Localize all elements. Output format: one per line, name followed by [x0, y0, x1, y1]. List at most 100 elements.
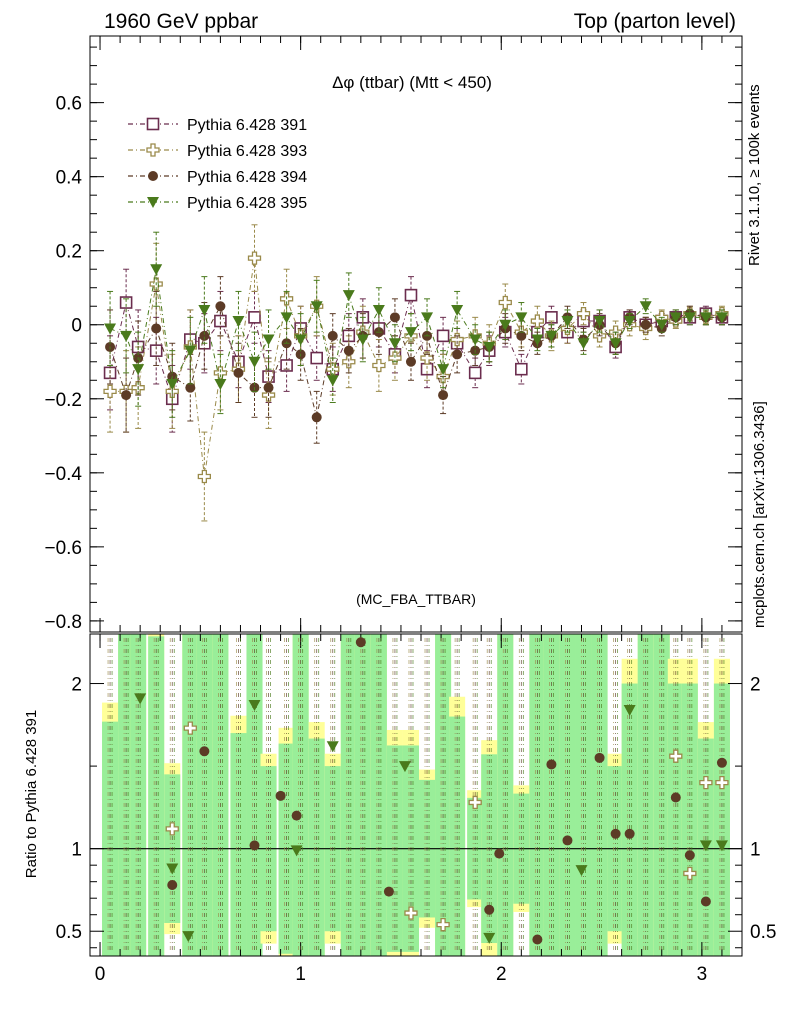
data-point	[120, 330, 133, 342]
data-point	[388, 338, 401, 350]
data-point	[516, 330, 527, 341]
data-point	[388, 351, 402, 365]
ratio-point	[134, 693, 147, 705]
data-point	[342, 355, 356, 369]
data-point	[311, 412, 322, 423]
y-tick-label: 0.2	[56, 242, 82, 263]
ratio-plot-frame	[89, 633, 743, 957]
data-point	[185, 382, 196, 393]
ratio-point	[684, 850, 695, 861]
data-point	[151, 323, 162, 334]
ratio-point	[404, 906, 418, 920]
ratio-point	[683, 866, 697, 881]
data-point	[404, 288, 418, 302]
data-point	[421, 312, 434, 324]
data-point	[119, 296, 133, 309]
ratio-band-inner	[230, 733, 247, 956]
ratio-point	[326, 741, 339, 753]
data-point	[232, 316, 245, 328]
y-tick-label: −0.8	[44, 612, 82, 633]
ratio-y-tick-label: 1	[71, 840, 82, 861]
data-point	[248, 356, 261, 368]
data-point	[469, 334, 482, 346]
legend-label: Pythia 6.428 394	[187, 169, 307, 186]
data-point	[197, 469, 212, 484]
ratio-point	[249, 840, 260, 851]
legend-label: Pythia 6.428 395	[187, 195, 307, 212]
ratio-point	[623, 704, 636, 716]
ratio-y-tick-label-right: 0.5	[750, 922, 776, 943]
y-tick-label: 0	[71, 316, 82, 337]
y-tick-label: −0.6	[44, 538, 82, 559]
ratio-point	[716, 757, 727, 768]
series-line	[109, 269, 722, 386]
data-point	[530, 314, 545, 328]
ratio-point	[484, 904, 495, 915]
ratio-band-inner	[681, 683, 698, 956]
data-point	[150, 264, 163, 276]
ratio-point	[532, 934, 543, 945]
series-395	[104, 231, 728, 418]
x-tick-label: 2	[496, 964, 507, 985]
y-tick-label: 0.4	[56, 168, 83, 189]
ratio-point	[199, 746, 210, 757]
main-panel-frame: 0.6 0.4 0.2 0 −0.2 −0.4 −0.6 −0.8	[44, 35, 743, 633]
data-point	[121, 390, 132, 401]
main-plot-frame	[89, 35, 743, 633]
data-point	[498, 295, 512, 310]
ratio-y-tick-label: 2	[71, 675, 82, 696]
data-point	[623, 316, 636, 328]
data-point	[452, 349, 463, 360]
ratio-point	[182, 931, 195, 943]
ratio-point	[183, 721, 197, 735]
x-tick-label: 0	[95, 964, 106, 985]
data-point	[639, 301, 652, 313]
x-tick-label: 1	[295, 964, 306, 985]
ratio-point	[355, 637, 366, 648]
ratio-point	[165, 822, 179, 836]
ratio-point	[594, 752, 605, 763]
data-point	[515, 362, 528, 376]
data-point	[356, 334, 369, 346]
data-point	[343, 345, 354, 356]
data-point	[310, 301, 323, 313]
watermark-label: (MC_FBA_TTBAR)	[356, 591, 476, 607]
data-point	[294, 334, 307, 346]
data-point	[149, 344, 163, 357]
series-line	[110, 258, 723, 477]
ratio-band-inner	[148, 636, 165, 956]
data-point	[214, 314, 227, 328]
data-point	[248, 311, 261, 324]
data-point	[166, 378, 179, 390]
data-point	[655, 319, 668, 331]
ratio-point	[468, 795, 482, 810]
ratio-y-tick-label: 0.5	[56, 922, 82, 943]
data-point	[468, 366, 482, 380]
data-point	[593, 316, 606, 328]
y-tick-label: −0.4	[44, 464, 82, 485]
data-point	[199, 330, 210, 341]
data-point	[326, 375, 339, 387]
data-point	[669, 312, 682, 324]
ratio-uncertainty-bands	[102, 634, 730, 956]
data-point	[104, 323, 117, 335]
ratio-point	[494, 848, 505, 859]
legend-marker	[146, 117, 160, 131]
ratio-point	[699, 840, 712, 852]
data-point	[310, 351, 323, 365]
ratio-point	[167, 879, 178, 890]
data-point	[280, 312, 293, 324]
ratio-point	[699, 775, 713, 790]
data-point	[683, 312, 696, 324]
data-point	[715, 312, 728, 324]
data-point	[214, 378, 227, 390]
data-point	[515, 312, 528, 324]
series-393	[103, 224, 729, 522]
ratio-band-inner	[667, 683, 684, 956]
data-point	[437, 364, 450, 376]
ratio-point	[610, 828, 621, 839]
data-point	[103, 384, 117, 399]
ratio-band-inner	[713, 683, 730, 956]
ratio-point	[700, 896, 711, 907]
